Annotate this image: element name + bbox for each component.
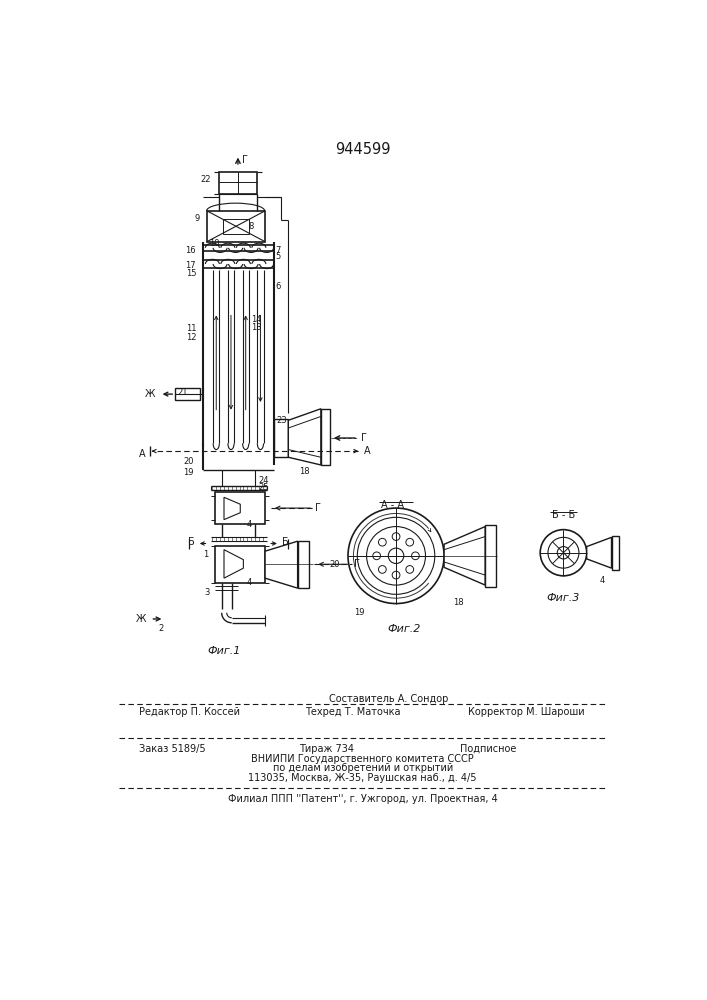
Text: 18: 18	[299, 466, 310, 476]
Text: 18: 18	[452, 598, 463, 607]
Text: Редактор П. Коссей: Редактор П. Коссей	[139, 707, 240, 717]
Text: 11: 11	[186, 324, 196, 333]
Text: 1: 1	[203, 550, 209, 559]
Text: 20: 20	[329, 560, 339, 569]
Text: 4: 4	[247, 578, 252, 587]
Text: 9: 9	[194, 214, 200, 223]
Bar	[207, 211, 265, 242]
Text: 2: 2	[158, 624, 163, 633]
Text: Подписное: Подписное	[460, 744, 517, 754]
Text: 10: 10	[209, 239, 220, 248]
Text: 19: 19	[183, 468, 194, 477]
Polygon shape	[265, 541, 298, 588]
Text: А - А: А - А	[380, 500, 404, 510]
Text: 15: 15	[186, 269, 196, 278]
Bar	[215, 492, 265, 524]
Text: Фиг.1: Фиг.1	[207, 646, 240, 656]
Text: Б: Б	[188, 537, 194, 547]
Text: 21: 21	[177, 388, 188, 397]
Bar	[175, 388, 200, 400]
Text: 25: 25	[259, 483, 269, 492]
Text: 3: 3	[204, 588, 209, 597]
Polygon shape	[587, 537, 612, 568]
Bar	[215, 546, 265, 583]
Text: по делам изобретений и открытий: по делам изобретений и открытий	[273, 763, 453, 773]
Bar	[218, 172, 257, 194]
Text: Техред Т. Маточка: Техред Т. Маточка	[305, 707, 401, 717]
Text: 8: 8	[249, 222, 255, 231]
Text: 14: 14	[251, 315, 262, 324]
Text: 12: 12	[186, 333, 196, 342]
Text: Ж: Ж	[146, 389, 156, 399]
Bar	[612, 536, 619, 570]
Polygon shape	[444, 527, 485, 585]
Text: Г: Г	[315, 503, 322, 513]
Text: 944599: 944599	[335, 142, 390, 157]
Text: Г: Г	[354, 559, 360, 569]
Text: 6: 6	[275, 282, 281, 291]
Bar	[223, 219, 249, 234]
Text: Б: Б	[282, 537, 289, 547]
Bar	[274, 419, 288, 457]
Text: Составитель А. Сондор: Составитель А. Сондор	[329, 694, 448, 704]
Text: А: А	[363, 446, 370, 456]
Polygon shape	[224, 497, 240, 520]
Text: 4: 4	[600, 576, 604, 585]
Text: Корректор М. Шароши: Корректор М. Шароши	[468, 707, 585, 717]
Text: 23: 23	[276, 416, 286, 425]
Text: Фиг.3: Фиг.3	[547, 593, 580, 603]
Text: 16: 16	[185, 246, 196, 255]
Text: 22: 22	[200, 175, 211, 184]
Bar	[485, 525, 496, 587]
Text: Г: Г	[242, 155, 248, 165]
Text: Ж: Ж	[136, 614, 146, 624]
Text: А: А	[139, 449, 146, 459]
Text: Тираж 734: Тираж 734	[299, 744, 354, 754]
Text: 20: 20	[183, 457, 194, 466]
Text: Фиг.2: Фиг.2	[387, 624, 421, 634]
Text: Г: Г	[361, 433, 367, 443]
Text: Б - Б: Б - Б	[552, 510, 575, 520]
Text: 4: 4	[247, 520, 252, 529]
Text: ВНИИПИ Государственного комитета СССР: ВНИИПИ Государственного комитета СССР	[252, 754, 474, 764]
Text: 5: 5	[275, 252, 281, 261]
Text: 13: 13	[251, 323, 262, 332]
Bar	[321, 409, 330, 465]
Polygon shape	[224, 550, 243, 578]
Text: 19: 19	[354, 608, 364, 617]
Text: 17: 17	[185, 261, 196, 270]
Text: Заказ 5189/5: Заказ 5189/5	[139, 744, 205, 754]
Text: Филиал ППП ''Патент'', г. Ужгород, ул. Проектная, 4: Филиал ППП ''Патент'', г. Ужгород, ул. П…	[228, 794, 498, 804]
Polygon shape	[288, 409, 321, 465]
Bar	[298, 541, 309, 588]
Text: 24: 24	[259, 476, 269, 485]
Text: 113035, Москва, Ж-35, Раушская наб., д. 4/5: 113035, Москва, Ж-35, Раушская наб., д. …	[248, 773, 477, 783]
Text: 7: 7	[275, 246, 281, 255]
